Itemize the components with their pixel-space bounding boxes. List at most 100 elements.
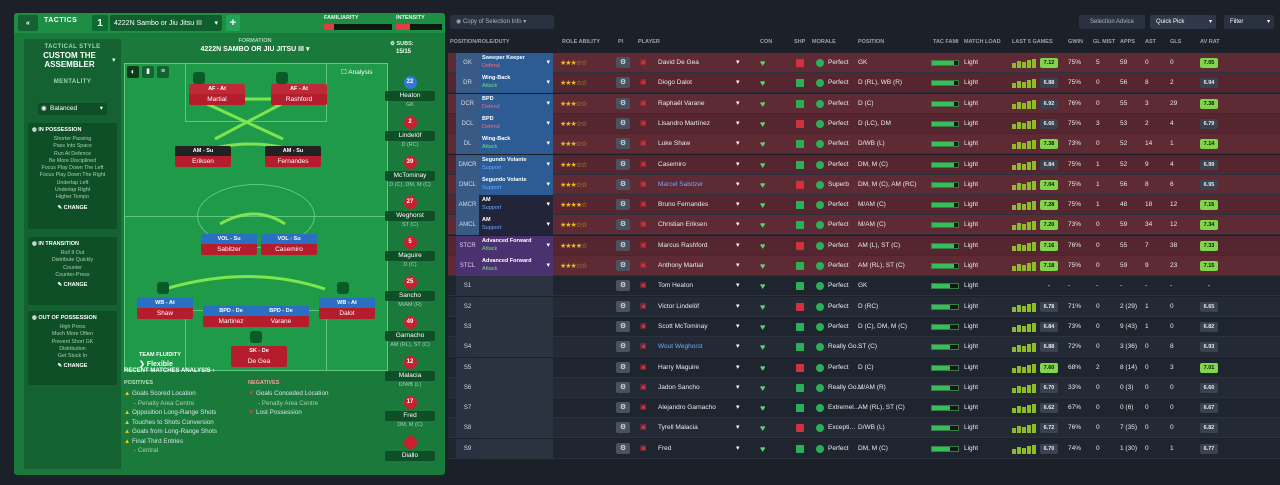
role-duty-selector[interactable]: BPD Defend ▾ <box>479 113 553 134</box>
table-row[interactable]: DCR BPD Defend ▾ ★★★☆☆ ⚙ ▣ Raphaël Varane ▾ ♥ Perf… <box>448 93 1280 114</box>
column-header[interactable]: ROLE ABILITY <box>562 39 600 45</box>
list-icon[interactable]: ≡ <box>157 66 169 78</box>
player-name[interactable]: Eriksen <box>175 156 231 167</box>
position-slot[interactable]: S3 <box>456 316 479 337</box>
player-name-link[interactable]: Harry Maguire <box>658 363 700 371</box>
chevron-down-icon[interactable]: ▾ <box>546 59 550 66</box>
tactic-slot-number[interactable]: 1 <box>92 15 108 31</box>
change-out-of-possession-button[interactable]: ✎ CHANGE <box>28 363 117 369</box>
chevron-down-icon[interactable]: ▾ <box>736 343 740 351</box>
substitute-item[interactable]: 27 Weghorst ST (C) <box>384 196 436 230</box>
position-slot[interactable]: S5 <box>456 357 479 378</box>
player-name-link[interactable]: Tom Heaton <box>658 282 694 290</box>
table-row[interactable]: S4 ⚙ ▣ Wout Weghorst ▾ ♥ Really Go… ST (C) Light… <box>448 337 1280 358</box>
table-row[interactable]: STCR Advanced Forward Attack ▾ ★★★★☆ ⚙ ▣ Marcus… <box>448 235 1280 256</box>
player-name-link[interactable]: Casemiro <box>658 160 686 168</box>
change-in-possession-button[interactable]: ✎ CHANGE <box>28 205 117 211</box>
role-duty-selector[interactable]: Sweeper Keeper Defend ▾ <box>479 53 553 73</box>
player-name-link[interactable]: Scott McTominay <box>658 322 708 330</box>
substitute-item[interactable]: 49 Garnacho AM (RL), ST (C) <box>384 316 436 350</box>
position-slot[interactable]: S4 <box>456 337 479 358</box>
table-row[interactable]: DCL BPD Defend ▾ ★★★☆☆ ⚙ ▣ Lisandro Martínez ▾ ♥ P… <box>448 113 1280 134</box>
column-header[interactable]: APPS <box>1120 39 1135 45</box>
substitute-item[interactable]: 12 Malacia D/WB (L) <box>384 356 436 390</box>
table-row[interactable]: S8 ⚙ ▣ Tyrell Malacia ▾ ♥ Excepti… D/WB (L) Ligh… <box>448 418 1280 439</box>
column-header[interactable]: POSITION/ROLE/DUTY <box>450 39 510 45</box>
chevron-down-icon[interactable]: ▾ <box>546 119 550 127</box>
player-badge[interactable]: BPD - De Martinez <box>203 306 259 332</box>
column-header[interactable]: GL MIST <box>1093 39 1116 45</box>
substitute-item[interactable]: 5 Maguire D (C) <box>384 236 436 270</box>
position-slot[interactable]: S9 <box>456 438 479 459</box>
player-role[interactable]: WB - At <box>319 298 375 308</box>
chevron-down-icon[interactable]: ▾ <box>736 282 740 290</box>
chevron-down-icon[interactable]: ▾ <box>546 140 550 148</box>
chevron-down-icon[interactable]: ▾ <box>736 383 740 391</box>
player-instructions-icon[interactable]: ⚙ <box>616 57 630 68</box>
player-instructions-icon[interactable]: ⚙ <box>616 219 630 231</box>
substitute-item[interactable]: 17 Fred DM, M (C) <box>384 396 436 430</box>
table-row[interactable]: DMCR Segundo Volante Support ▾ ★★★☆☆ ⚙ ▣ Casemi… <box>448 154 1280 175</box>
player-badge[interactable]: SK - De De Gea <box>231 346 287 372</box>
player-instructions-icon[interactable]: ⚙ <box>616 320 630 332</box>
position-slot[interactable]: DMCL <box>456 174 479 195</box>
role-duty-selector[interactable]: BPD Defend ▾ <box>479 93 553 114</box>
player-instructions-icon[interactable]: ⚙ <box>616 422 630 434</box>
chevron-down-icon[interactable]: ▾ <box>736 404 740 412</box>
table-row[interactable]: GK Sweeper Keeper Defend ▾ ★★★☆☆ ⚙ ▣ David De G… <box>448 53 1280 73</box>
chevron-down-icon[interactable]: ▾ <box>736 302 740 310</box>
player-instructions-icon[interactable]: ⚙ <box>616 97 630 109</box>
chevron-down-icon[interactable]: ▾ <box>736 119 740 127</box>
change-in-transition-button[interactable]: ✎ CHANGE <box>28 282 117 288</box>
chevron-down-icon[interactable]: ▾ <box>546 241 550 249</box>
chevron-down-icon[interactable]: ▾ <box>546 99 550 107</box>
role-duty-selector[interactable]: Segundo Volante Support ▾ <box>479 154 553 175</box>
position-slot[interactable]: GK <box>456 53 479 73</box>
chevron-down-icon[interactable]: ▾ <box>736 180 740 188</box>
sub-name[interactable]: Fred <box>385 411 435 421</box>
sub-name[interactable]: Heaton <box>385 91 435 101</box>
position-slot[interactable]: DMCR <box>456 154 479 175</box>
position-slot[interactable]: AMCR <box>456 195 479 216</box>
player-name-link[interactable]: Luke Shaw <box>658 140 691 148</box>
player-name-link[interactable]: Lisandro Martínez <box>658 119 711 127</box>
player-name[interactable]: Rashford <box>271 94 327 105</box>
player-instructions-icon[interactable]: ⚙ <box>616 381 630 393</box>
player-role[interactable]: WB - At <box>137 298 193 308</box>
mentality-dropdown[interactable]: ◉ Balanced ▾ <box>38 103 107 115</box>
column-header[interactable]: AST <box>1145 39 1156 45</box>
chevron-down-icon[interactable]: ▾ <box>736 241 740 249</box>
player-instructions-icon[interactable]: ⚙ <box>616 341 630 353</box>
player-name[interactable]: Shaw <box>137 308 193 319</box>
role-duty-selector[interactable]: Advanced Forward Attack ▾ <box>479 235 553 256</box>
player-badge[interactable]: WB - At Shaw <box>137 298 193 324</box>
table-row[interactable]: DMCL Segundo Volante Support ▾ ★★★☆☆ ⚙ ▣ Marcel… <box>448 174 1280 195</box>
chevron-down-icon[interactable]: ▾ <box>736 262 740 269</box>
table-row[interactable]: S5 ⚙ ▣ Harry Maguire ▾ ♥ Perfect D (C) Light 7.60… <box>448 357 1280 378</box>
position-slot[interactable]: S6 <box>456 377 479 398</box>
player-name-link[interactable]: Wout Weghorst <box>658 343 703 351</box>
table-row[interactable]: AMCL AM Support ▾ ★★★☆☆ ⚙ ▣ Christian Eriksen ▾ ♥… <box>448 215 1280 236</box>
player-name-link[interactable]: David De Gea <box>658 59 699 66</box>
chevron-down-icon[interactable]: ▾ <box>736 444 740 452</box>
player-instructions-icon[interactable]: ⚙ <box>616 361 630 373</box>
instructions-icon[interactable]: ◐ <box>127 66 139 78</box>
table-row[interactable]: DL Wing-Back Attack ▾ ★★★☆☆ ⚙ ▣ Luke Shaw ▾ ♥ Perf… <box>448 134 1280 155</box>
substitute-item[interactable]: 25 Sancho M/AM (R) <box>384 276 436 310</box>
player-name[interactable]: Martinez <box>203 316 259 327</box>
chevron-down-icon[interactable]: ▾ <box>736 363 740 371</box>
player-instructions-icon[interactable]: ⚙ <box>616 199 630 211</box>
table-row[interactable]: DR Wing-Back Attack ▾ ★★★☆☆ ⚙ ▣ Diogo Dalot ▾ ♥ Pe… <box>448 73 1280 94</box>
chevron-down-icon[interactable]: ▾ <box>546 79 550 87</box>
player-name-link[interactable]: Raphaël Varane <box>658 99 705 107</box>
column-header[interactable]: GLS <box>1170 39 1182 45</box>
role-duty-selector[interactable]: Segundo Volante Support ▾ <box>479 174 553 195</box>
chevron-down-icon[interactable]: ▾ <box>736 424 740 432</box>
chevron-down-icon[interactable]: ▾ <box>736 140 740 148</box>
role-duty-selector[interactable]: AM Support ▾ <box>479 215 553 236</box>
substitute-item[interactable]: 39 McTominay D (C), DM, M (C) <box>384 156 436 190</box>
sub-name[interactable]: Sancho <box>385 291 435 301</box>
player-name-link[interactable]: Marcus Rashford <box>658 241 708 249</box>
table-row[interactable]: S6 ⚙ ▣ Jadon Sancho ▾ ♥ Really Go… M/AM (R) Ligh… <box>448 377 1280 398</box>
chevron-down-icon[interactable]: ▾ <box>546 201 550 209</box>
